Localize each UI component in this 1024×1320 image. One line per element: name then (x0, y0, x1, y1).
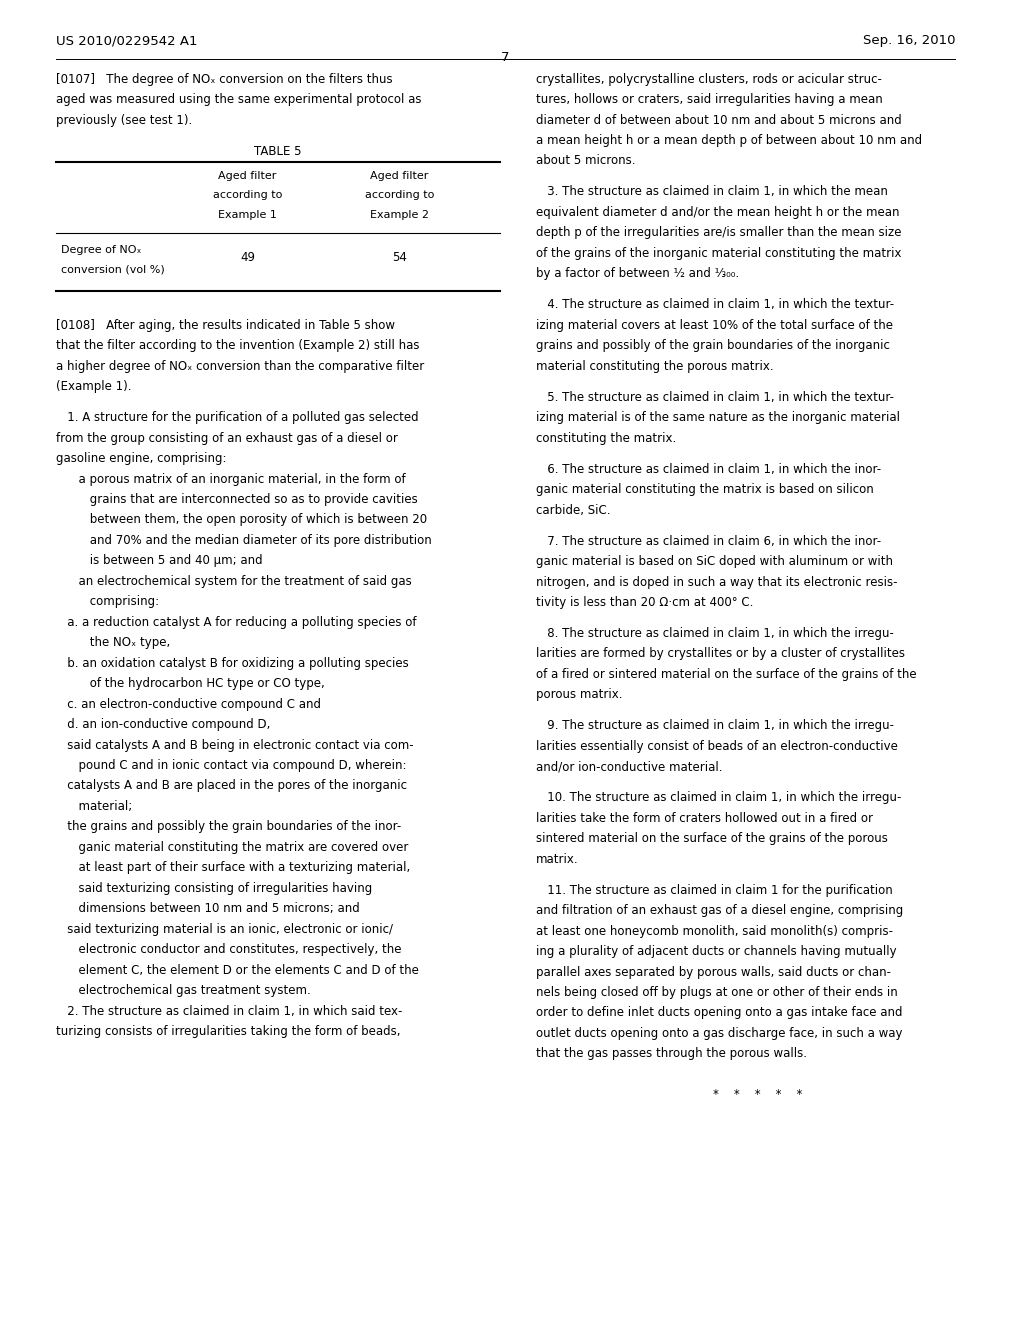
Text: US 2010/0229542 A1: US 2010/0229542 A1 (55, 34, 197, 48)
Text: element C, the element D or the elements C and D of the: element C, the element D or the elements… (55, 964, 419, 977)
Text: an electrochemical system for the treatment of said gas: an electrochemical system for the treatm… (55, 574, 412, 587)
Text: carbide, SiC.: carbide, SiC. (536, 503, 610, 516)
Text: of the hydrocarbon HC type or CO type,: of the hydrocarbon HC type or CO type, (55, 677, 325, 690)
Text: 2. The structure as claimed in claim 1, in which said tex-: 2. The structure as claimed in claim 1, … (55, 1005, 402, 1018)
Text: [0107]   The degree of NOₓ conversion on the filters thus: [0107] The degree of NOₓ conversion on t… (55, 73, 392, 86)
Text: porous matrix.: porous matrix. (536, 688, 623, 701)
Text: from the group consisting of an exhaust gas of a diesel or: from the group consisting of an exhaust … (55, 432, 397, 445)
Text: Sep. 16, 2010: Sep. 16, 2010 (863, 34, 955, 48)
Text: electronic conductor and constitutes, respectively, the: electronic conductor and constitutes, re… (55, 942, 401, 956)
Text: 54: 54 (392, 251, 407, 264)
Text: constituting the matrix.: constituting the matrix. (536, 432, 676, 445)
Text: (Example 1).: (Example 1). (55, 380, 131, 393)
Text: nels being closed off by plugs at one or other of their ends in: nels being closed off by plugs at one or… (536, 986, 897, 999)
Text: nitrogen, and is doped in such a way that its electronic resis-: nitrogen, and is doped in such a way tha… (536, 576, 897, 589)
Text: between them, the open porosity of which is between 20: between them, the open porosity of which… (55, 513, 427, 527)
Text: at least one honeycomb monolith, said monolith(s) compris-: at least one honeycomb monolith, said mo… (536, 924, 893, 937)
Text: izing material covers at least 10% of the total surface of the: izing material covers at least 10% of th… (536, 318, 893, 331)
Text: depth p of the irregularities are/is smaller than the mean size: depth p of the irregularities are/is sma… (536, 226, 901, 239)
Text: material;: material; (55, 800, 132, 813)
Text: 1. A structure for the purification of a polluted gas selected: 1. A structure for the purification of a… (55, 411, 418, 424)
Text: said texturizing material is an ionic, electronic or ionic/: said texturizing material is an ionic, e… (55, 923, 392, 936)
Text: tures, hollows or craters, said irregularities having a mean: tures, hollows or craters, said irregula… (536, 92, 883, 106)
Text: d. an ion-conductive compound D,: d. an ion-conductive compound D, (55, 718, 270, 731)
Text: 8. The structure as claimed in claim 1, in which the irregu-: 8. The structure as claimed in claim 1, … (536, 627, 894, 640)
Text: aged was measured using the same experimental protocol as: aged was measured using the same experim… (55, 92, 421, 106)
Text: 10. The structure as claimed in claim 1, in which the irregu-: 10. The structure as claimed in claim 1,… (536, 791, 901, 804)
Text: that the gas passes through the porous walls.: that the gas passes through the porous w… (536, 1047, 807, 1060)
Text: tivity is less than 20 Ω·cm at 400° C.: tivity is less than 20 Ω·cm at 400° C. (536, 595, 753, 609)
Text: a porous matrix of an inorganic material, in the form of: a porous matrix of an inorganic material… (55, 473, 406, 486)
Text: [0108]   After aging, the results indicated in Table 5 show: [0108] After aging, the results indicate… (55, 319, 394, 331)
Text: equivalent diameter d and/or the mean height h or the mean: equivalent diameter d and/or the mean he… (536, 206, 899, 219)
Text: 5. The structure as claimed in claim 1, in which the textur-: 5. The structure as claimed in claim 1, … (536, 391, 894, 404)
Text: ing a plurality of adjacent ducts or channels having mutually: ing a plurality of adjacent ducts or cha… (536, 945, 896, 958)
Text: grains that are interconnected so as to provide cavities: grains that are interconnected so as to … (55, 492, 418, 506)
Text: electrochemical gas treatment system.: electrochemical gas treatment system. (55, 983, 310, 997)
Text: comprising:: comprising: (55, 595, 159, 609)
Text: parallel axes separated by porous walls, said ducts or chan-: parallel axes separated by porous walls,… (536, 965, 891, 978)
Text: a. a reduction catalyst A for reducing a polluting species of: a. a reduction catalyst A for reducing a… (55, 615, 416, 628)
Text: at least part of their surface with a texturizing material,: at least part of their surface with a te… (55, 861, 410, 874)
Text: grains and possibly of the grain boundaries of the inorganic: grains and possibly of the grain boundar… (536, 339, 890, 352)
Text: gasoline engine, comprising:: gasoline engine, comprising: (55, 451, 226, 465)
Text: of a fired or sintered material on the surface of the grains of the: of a fired or sintered material on the s… (536, 668, 916, 681)
Text: order to define inlet ducts opening onto a gas intake face and: order to define inlet ducts opening onto… (536, 1006, 902, 1019)
Text: said catalysts A and B being in electronic contact via com-: said catalysts A and B being in electron… (55, 738, 414, 751)
Text: outlet ducts opening onto a gas discharge face, in such a way: outlet ducts opening onto a gas discharg… (536, 1027, 902, 1040)
Text: 7. The structure as claimed in claim 6, in which the inor-: 7. The structure as claimed in claim 6, … (536, 535, 881, 548)
Text: that the filter according to the invention (Example 2) still has: that the filter according to the inventi… (55, 339, 419, 352)
Text: Degree of NOₓ: Degree of NOₓ (60, 244, 141, 255)
Text: the grains and possibly the grain boundaries of the inor-: the grains and possibly the grain bounda… (55, 820, 400, 833)
Text: larities are formed by crystallites or by a cluster of crystallites: larities are formed by crystallites or b… (536, 647, 905, 660)
Text: dimensions between 10 nm and 5 microns; and: dimensions between 10 nm and 5 microns; … (55, 902, 359, 915)
Text: diameter d of between about 10 nm and about 5 microns and: diameter d of between about 10 nm and ab… (536, 114, 901, 127)
Text: TABLE 5: TABLE 5 (254, 144, 302, 157)
Text: larities take the form of craters hollowed out in a fired or: larities take the form of craters hollow… (536, 812, 872, 825)
Text: catalysts A and B are placed in the pores of the inorganic: catalysts A and B are placed in the pore… (55, 779, 407, 792)
Text: pound C and in ionic contact via compound D, wherein:: pound C and in ionic contact via compoun… (55, 759, 407, 772)
Text: and filtration of an exhaust gas of a diesel engine, comprising: and filtration of an exhaust gas of a di… (536, 904, 903, 917)
Text: Example 2: Example 2 (370, 210, 429, 220)
Text: a higher degree of NOₓ conversion than the comparative filter: a higher degree of NOₓ conversion than t… (55, 359, 424, 372)
Text: about 5 microns.: about 5 microns. (536, 154, 635, 168)
Text: material constituting the porous matrix.: material constituting the porous matrix. (536, 359, 773, 372)
Text: 3. The structure as claimed in claim 1, in which the mean: 3. The structure as claimed in claim 1, … (536, 185, 888, 198)
Text: 7: 7 (501, 51, 510, 65)
Text: according to: according to (213, 190, 283, 201)
Text: 9. The structure as claimed in claim 1, in which the irregu-: 9. The structure as claimed in claim 1, … (536, 719, 894, 733)
Text: Example 1: Example 1 (218, 210, 278, 220)
Text: and 70% and the median diameter of its pore distribution: and 70% and the median diameter of its p… (55, 533, 431, 546)
Text: izing material is of the same nature as the inorganic material: izing material is of the same nature as … (536, 411, 900, 424)
Text: 6. The structure as claimed in claim 1, in which the inor-: 6. The structure as claimed in claim 1, … (536, 462, 881, 475)
Text: turizing consists of irregularities taking the form of beads,: turizing consists of irregularities taki… (55, 1024, 400, 1038)
Text: Aged filter: Aged filter (218, 170, 276, 181)
Text: ganic material constituting the matrix are covered over: ganic material constituting the matrix a… (55, 841, 408, 854)
Text: and/or ion-conductive material.: and/or ion-conductive material. (536, 760, 722, 774)
Text: *    *    *    *    *: * * * * * (714, 1088, 803, 1101)
Text: by a factor of between ½ and ⅓₀₀.: by a factor of between ½ and ⅓₀₀. (536, 267, 739, 280)
Text: said texturizing consisting of irregularities having: said texturizing consisting of irregular… (55, 882, 372, 895)
Text: sintered material on the surface of the grains of the porous: sintered material on the surface of the … (536, 832, 888, 845)
Text: Aged filter: Aged filter (370, 170, 428, 181)
Text: is between 5 and 40 μm; and: is between 5 and 40 μm; and (55, 554, 262, 568)
Text: the NOₓ type,: the NOₓ type, (55, 636, 170, 649)
Text: previously (see test 1).: previously (see test 1). (55, 114, 191, 127)
Text: according to: according to (365, 190, 434, 201)
Text: matrix.: matrix. (536, 853, 579, 866)
Text: larities essentially consist of beads of an electron-conductive: larities essentially consist of beads of… (536, 739, 898, 752)
Text: crystallites, polycrystalline clusters, rods or acicular struc-: crystallites, polycrystalline clusters, … (536, 73, 882, 86)
Text: ganic material is based on SiC doped with aluminum or with: ganic material is based on SiC doped wit… (536, 554, 893, 568)
Text: 4. The structure as claimed in claim 1, in which the textur-: 4. The structure as claimed in claim 1, … (536, 298, 894, 312)
Text: conversion (vol %): conversion (vol %) (60, 264, 165, 275)
Text: of the grains of the inorganic material constituting the matrix: of the grains of the inorganic material … (536, 247, 901, 260)
Text: 11. The structure as claimed in claim 1 for the purification: 11. The structure as claimed in claim 1 … (536, 883, 893, 896)
Text: b. an oxidation catalyst B for oxidizing a polluting species: b. an oxidation catalyst B for oxidizing… (55, 656, 409, 669)
Text: c. an electron-conductive compound C and: c. an electron-conductive compound C and (55, 697, 321, 710)
Text: 49: 49 (241, 251, 255, 264)
Text: ganic material constituting the matrix is based on silicon: ganic material constituting the matrix i… (536, 483, 873, 496)
Text: a mean height h or a mean depth p of between about 10 nm and: a mean height h or a mean depth p of bet… (536, 133, 922, 147)
